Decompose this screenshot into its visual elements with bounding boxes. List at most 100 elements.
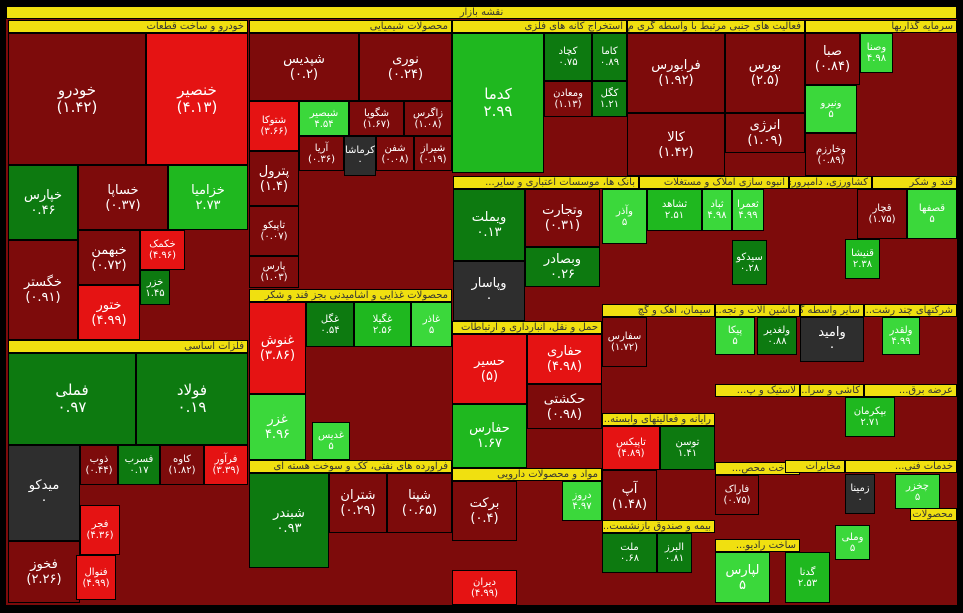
tile-change: (۴.۹۶) [148, 250, 177, 261]
treemap-tile[interactable]: آپ (۱.۴۸) [602, 470, 657, 524]
treemap-tile[interactable]: کاما ۰.۸۹ [592, 33, 627, 81]
treemap-tile[interactable]: تاپیکو (۰.۰۷) [249, 206, 299, 256]
treemap-tile[interactable]: لپارس ۵ [715, 552, 770, 603]
treemap-tile[interactable]: غنوش (۳.۸۶) [249, 302, 306, 394]
treemap-tile[interactable]: شتران (۰.۲۹) [329, 473, 387, 533]
treemap-tile[interactable]: سفارس (۱.۷۲) [602, 317, 647, 367]
treemap-tile[interactable]: شبصیر ۴.۵۴ [299, 101, 349, 136]
treemap-tile[interactable]: فسرب ۰.۱۷ [118, 445, 160, 485]
treemap-tile[interactable]: میدکو ۰ [8, 445, 80, 541]
treemap-tile[interactable]: خودرو (۱.۴۲) [8, 33, 146, 165]
treemap-tile[interactable]: قچار (۱.۷۵) [857, 189, 907, 239]
treemap-tile[interactable]: فخوز (۲.۲۶) [8, 541, 80, 603]
treemap-tile[interactable]: بورس (۲.۵) [725, 33, 805, 113]
treemap-tile[interactable]: وخارزم (۰.۸۹) [805, 133, 857, 176]
treemap-tile[interactable]: شگویا (۱.۶۷) [349, 101, 404, 136]
treemap-tile[interactable]: غزر ۴.۹۶ [249, 394, 306, 460]
treemap-tile[interactable]: سیدکو ۰.۲۸ [732, 240, 767, 285]
treemap-tile[interactable]: قنیشا ۲.۳۸ [845, 239, 880, 279]
treemap-tile[interactable]: خکمک (۴.۹۶) [140, 230, 185, 270]
treemap-tile[interactable]: شیراز (۰.۱۹) [414, 136, 452, 171]
treemap-tile[interactable]: شپنا (۰.۶۵) [387, 473, 452, 533]
treemap-tile[interactable]: حفاری (۴.۹۸) [527, 334, 602, 384]
treemap-tile[interactable]: خبهمن (۰.۷۲) [78, 230, 140, 285]
treemap-tile[interactable]: ملت ۰.۶۸ [602, 533, 657, 573]
treemap-tile[interactable]: خزامیا ۲.۷۳ [168, 165, 248, 230]
treemap-tile[interactable]: کگل ۱.۲۱ [592, 81, 627, 117]
tile-change: ۰.۹۷ [57, 398, 87, 416]
treemap-tile[interactable]: وتجارت (۰.۳۱) [525, 189, 600, 247]
treemap-tile[interactable]: ثشاهد ۲.۵۱ [647, 189, 702, 231]
treemap-tile[interactable]: تاپیکس (۴.۸۹) [602, 426, 660, 470]
treemap-tile[interactable]: ختور (۴.۹۹) [78, 285, 140, 340]
treemap-tile[interactable]: حکشتی (۰.۹۸) [527, 384, 602, 429]
tile-symbol: حکشتی [543, 391, 586, 407]
treemap-tile[interactable]: ولغدیر ۰.۸۸ [757, 317, 797, 355]
treemap-tile[interactable]: خپارس ۰.۴۶ [8, 165, 78, 240]
treemap-tile[interactable]: وامید ۰ [800, 317, 864, 362]
treemap-tile[interactable]: کچاد ۰.۷۵ [544, 33, 592, 81]
treemap-tile[interactable]: خزر ۱.۴۵ [140, 270, 170, 305]
treemap-tile[interactable]: ولقدر ۴.۹۹ [882, 317, 920, 355]
treemap-tile[interactable]: غاذر ۵ [411, 302, 452, 347]
treemap-tile[interactable]: شبندر ۰.۹۳ [249, 473, 329, 568]
treemap-tile[interactable]: پارس (۱.۰۳) [249, 256, 299, 288]
treemap-tile[interactable]: وملی ۵ [835, 525, 870, 560]
treemap-tile[interactable]: دیران (۴.۹۹) [452, 570, 517, 605]
treemap-tile[interactable]: صبا (۰.۸۴) [805, 33, 860, 85]
treemap-tile[interactable]: حسیر (۵) [452, 334, 527, 404]
treemap-tile[interactable]: کرماشا ۰ [344, 136, 376, 176]
treemap-tile[interactable]: دروز ۴.۹۷ [562, 481, 602, 521]
sector-header: مواد و محصولات دارویی [452, 468, 602, 481]
treemap-tile[interactable]: کالا (۱.۴۲) [627, 113, 725, 176]
treemap-tile[interactable]: حفارس ۱.۶۷ [452, 404, 527, 468]
treemap-tile[interactable]: زاگرس (۱.۰۸) [404, 101, 452, 136]
treemap-tile[interactable]: ومعادن (۱.۱۳) [544, 81, 592, 117]
treemap-tile[interactable]: شفن (۰.۰۸) [376, 136, 414, 171]
treemap-tile[interactable]: ونیرو ۵ [805, 85, 857, 133]
treemap-tile[interactable]: فرابورس (۱.۹۲) [627, 33, 725, 113]
treemap-tile[interactable]: توسن ۱.۴۱ [660, 426, 715, 470]
treemap-tile[interactable]: فاراک (۰.۷۵) [715, 475, 759, 515]
treemap-tile[interactable]: ثعمرا ۴.۹۹ [732, 189, 764, 231]
treemap-tile[interactable]: فجر (۴.۳۶) [80, 505, 120, 555]
treemap-tile[interactable]: فنوال (۴.۹۹) [76, 555, 116, 600]
treemap-tile[interactable]: شتوکا (۳.۶۶) [249, 101, 299, 151]
sector-header: حمل و نقل، انبارداری و ارتباطات [452, 321, 602, 334]
tile-change: ۲.۵۳ [797, 577, 818, 589]
treemap-tile[interactable]: خساپا (۰.۳۷) [78, 165, 168, 230]
treemap-tile[interactable]: نوری (۰.۲۴) [359, 33, 452, 101]
treemap-tile[interactable]: پیکا ۵ [715, 317, 755, 355]
treemap-tile[interactable]: قصفها ۵ [907, 189, 957, 239]
treemap-tile[interactable]: غگل ۰.۵۴ [306, 302, 354, 347]
treemap-tile[interactable]: فملی ۰.۹۷ [8, 353, 136, 445]
treemap-tile[interactable]: فولاد ۰.۱۹ [136, 353, 248, 445]
treemap-tile[interactable]: چخزر ۵ [895, 474, 940, 509]
treemap-tile[interactable]: وپاسار ۰ [453, 261, 525, 321]
treemap-tile[interactable]: خنصیر (۴.۱۳) [146, 33, 248, 165]
treemap-tile[interactable]: کاوه (۱.۸۲) [160, 445, 204, 485]
treemap-tile[interactable]: زمینا ۰ [845, 474, 875, 514]
treemap-tile[interactable]: ثباد ۴.۹۸ [702, 189, 732, 231]
treemap-tile[interactable]: بپکرمان ۲.۷۱ [845, 397, 895, 437]
treemap-tile[interactable]: وبصادر ۰.۲۶ [525, 247, 600, 287]
treemap-tile[interactable]: البرز ۰.۸۱ [657, 533, 692, 573]
treemap-tile[interactable]: کدما ۲.۹۹ [452, 33, 544, 173]
treemap-tile[interactable]: غدیس ۵ [312, 422, 350, 460]
treemap-tile[interactable]: گدنا ۲.۵۳ [785, 552, 830, 603]
treemap-tile[interactable]: فرآور (۳.۳۹) [204, 445, 248, 485]
treemap-tile[interactable]: آریا (۰.۳۶) [299, 136, 344, 171]
tile-symbol: وبصادر [543, 252, 582, 267]
treemap-tile[interactable]: وصنا ۴.۹۸ [860, 33, 893, 73]
treemap-tile[interactable]: انرژی (۱.۰۹) [725, 113, 805, 153]
treemap-tile[interactable]: ذوب (۰.۴۴) [80, 445, 118, 485]
treemap-tile[interactable]: شپدیس (۰.۲) [249, 33, 359, 101]
treemap-tile[interactable]: وآذر ۵ [602, 189, 647, 244]
treemap-tile[interactable]: پترول (۱.۴) [249, 151, 299, 206]
treemap-tile[interactable]: خگستر (۰.۹۱) [8, 240, 78, 340]
treemap-tile[interactable]: ویملت ۰.۱۳ [453, 189, 525, 261]
sector-header: لاستیک و پ... [715, 384, 800, 397]
tile-symbol: بورس [748, 58, 782, 73]
treemap-tile[interactable]: غگیلا ۲.۵۶ [354, 302, 411, 347]
treemap-tile[interactable]: برکت (۰.۴) [452, 481, 517, 541]
